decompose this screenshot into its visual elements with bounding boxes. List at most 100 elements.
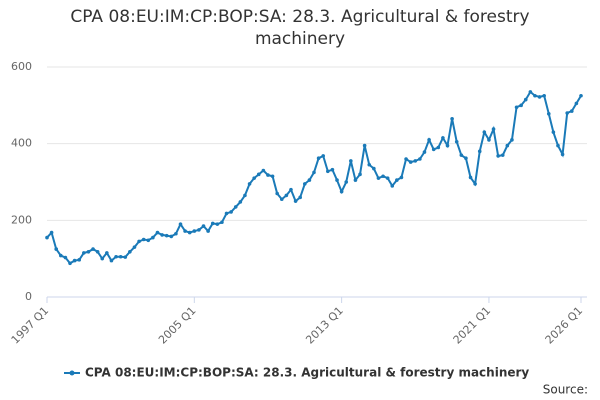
data-point — [45, 235, 49, 240]
data-point — [192, 229, 197, 233]
data-point — [187, 230, 192, 235]
data-point — [381, 174, 385, 179]
data-point — [376, 176, 381, 180]
data-point — [560, 152, 565, 157]
data-point — [307, 178, 312, 182]
data-point — [256, 172, 261, 177]
data-point — [487, 138, 491, 142]
data-point — [344, 180, 349, 184]
data-point — [59, 253, 63, 258]
y-tick-label: 400 — [11, 137, 32, 150]
data-point — [206, 229, 210, 233]
data-point — [491, 127, 496, 131]
data-point — [537, 95, 542, 99]
data-point — [569, 109, 574, 113]
legend-marker — [69, 370, 75, 376]
data-point — [321, 154, 326, 158]
data-point — [339, 189, 344, 194]
data-point — [178, 222, 183, 226]
data-point — [169, 234, 174, 239]
data-point — [523, 97, 528, 102]
y-tick-label: 600 — [11, 60, 32, 73]
data-point — [404, 157, 408, 161]
data-point — [312, 170, 316, 175]
data-point — [436, 145, 441, 150]
data-point — [197, 228, 201, 232]
data-point — [95, 249, 100, 254]
data-point — [141, 237, 146, 242]
data-point — [114, 254, 118, 259]
data-point — [155, 230, 160, 235]
data-point — [358, 172, 362, 177]
data-point — [335, 178, 339, 182]
data-point — [349, 159, 353, 163]
data-point — [68, 261, 72, 266]
data-point — [422, 150, 427, 154]
data-point — [109, 258, 114, 263]
data-point — [395, 178, 399, 182]
data-point — [565, 111, 569, 115]
data-point — [399, 175, 404, 180]
data-point — [215, 222, 220, 226]
data-point — [326, 169, 330, 174]
data-point — [413, 159, 418, 163]
data-point — [279, 197, 284, 202]
data-point — [201, 224, 206, 228]
data-point — [546, 111, 551, 116]
data-point — [252, 176, 256, 180]
data-point — [500, 153, 505, 157]
data-point — [123, 255, 128, 259]
data-point — [528, 90, 533, 94]
data-point — [408, 160, 413, 164]
data-point — [229, 210, 233, 214]
data-point — [514, 105, 519, 110]
data-point — [82, 251, 86, 255]
data-point — [238, 200, 243, 204]
data-line — [46, 90, 582, 265]
data-point — [72, 258, 77, 263]
data-point — [293, 199, 298, 203]
data-point — [450, 116, 454, 121]
data-point — [482, 130, 487, 134]
data-point — [151, 235, 155, 240]
data-point — [316, 156, 321, 161]
data-point — [91, 247, 95, 251]
data-point — [210, 221, 215, 226]
data-point — [105, 251, 109, 255]
x-tick-label: 1997 Q1 — [9, 304, 52, 347]
data-point — [542, 93, 546, 98]
data-point — [86, 249, 91, 254]
data-point — [441, 136, 445, 140]
data-point — [49, 230, 54, 235]
data-point — [270, 174, 275, 179]
data-point — [454, 139, 459, 144]
data-point — [496, 154, 500, 158]
chart-title: CPA 08:EU:IM:CP:BOP:SA: 28.3. Agricultur… — [70, 7, 530, 49]
data-point — [362, 143, 367, 148]
data-point — [77, 258, 82, 262]
data-point — [243, 193, 247, 198]
data-point — [505, 143, 510, 148]
data-point — [372, 166, 376, 171]
data-point — [353, 178, 358, 182]
data-point — [510, 138, 514, 142]
data-point — [128, 249, 132, 254]
data-point — [445, 143, 450, 148]
data-point — [63, 255, 68, 260]
data-point — [275, 191, 279, 196]
y-tick-label: 200 — [11, 213, 32, 226]
source: Source: — [543, 383, 588, 397]
data-point — [137, 239, 141, 244]
data-point — [418, 157, 422, 161]
data-point — [519, 103, 523, 108]
data-point — [579, 93, 583, 98]
data-point — [330, 167, 335, 172]
x-tick-label: 2013 Q1 — [303, 304, 346, 347]
data-point — [289, 187, 293, 192]
data-point — [464, 156, 468, 161]
data-point — [302, 182, 307, 186]
data-point — [233, 205, 238, 209]
data-point — [431, 147, 436, 152]
data-point — [247, 182, 252, 186]
